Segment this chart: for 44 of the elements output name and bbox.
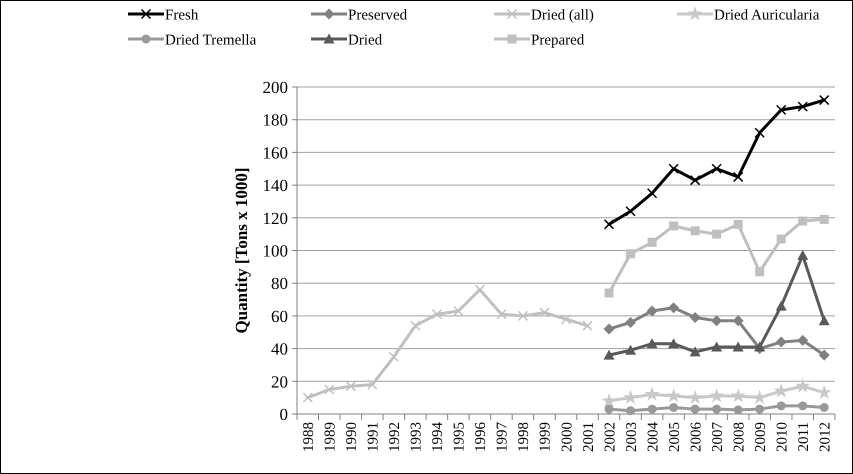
- x-tick-label: 1988: [301, 422, 318, 452]
- legend-label: Fresh: [165, 7, 199, 24]
- legend-label: Prepared: [531, 32, 585, 48]
- x-tick-label: 2006: [688, 422, 704, 452]
- y-tick-label: 200: [262, 78, 288, 97]
- x-tick-label: 2010: [774, 422, 790, 452]
- x-tick-label: 1993: [408, 422, 425, 452]
- x-tick-label: 1989: [322, 422, 339, 452]
- y-tick-label: 0: [280, 404, 288, 424]
- x-tick-label: 1997: [494, 422, 511, 452]
- x-tick-label: 1994: [430, 422, 446, 452]
- x-tick-label: 2012: [817, 422, 834, 452]
- x-tick-label: 2002: [602, 422, 618, 452]
- x-tick-label: 2003: [624, 422, 640, 452]
- x-tick-label: 2011: [796, 422, 812, 452]
- legend-label: Dried: [348, 32, 383, 48]
- y-tick-label: 140: [262, 176, 288, 196]
- x-tick-label: 2000: [559, 422, 576, 452]
- y-axis-title: Quantity [Tons x 1000]: [232, 167, 251, 334]
- x-tick-label: 1999: [538, 422, 554, 452]
- legend-label: Dried (all): [531, 7, 594, 24]
- y-tick-label: 160: [262, 143, 288, 162]
- y-tick-label: 40: [271, 340, 288, 359]
- legend-label: Dried Tremella: [165, 32, 257, 48]
- x-tick-label: 1991: [366, 422, 382, 452]
- legend-label: Preserved: [348, 7, 408, 24]
- x-tick-label: 2008: [731, 422, 748, 452]
- x-tick-label: 2005: [666, 422, 683, 452]
- x-tick-label: 1996: [473, 422, 490, 452]
- x-tick-label: 1992: [387, 422, 404, 452]
- x-tick-label: 2001: [580, 422, 597, 452]
- x-tick-label: 2004: [645, 422, 662, 452]
- x-tick-label: 1990: [344, 422, 360, 452]
- y-tick-label: 120: [262, 208, 288, 228]
- y-tick-label: 60: [271, 306, 288, 326]
- x-tick-label: 2007: [710, 422, 726, 452]
- y-tick-label: 20: [271, 372, 288, 392]
- x-tick-label: 1995: [452, 422, 468, 452]
- y-tick-label: 80: [271, 274, 288, 294]
- legend-label: Dried Auricularia: [714, 7, 820, 24]
- x-tick-label: 2009: [752, 422, 769, 452]
- x-tick-label: 1998: [516, 422, 532, 452]
- y-tick-label: 180: [262, 110, 288, 130]
- y-tick-label: 100: [262, 241, 288, 260]
